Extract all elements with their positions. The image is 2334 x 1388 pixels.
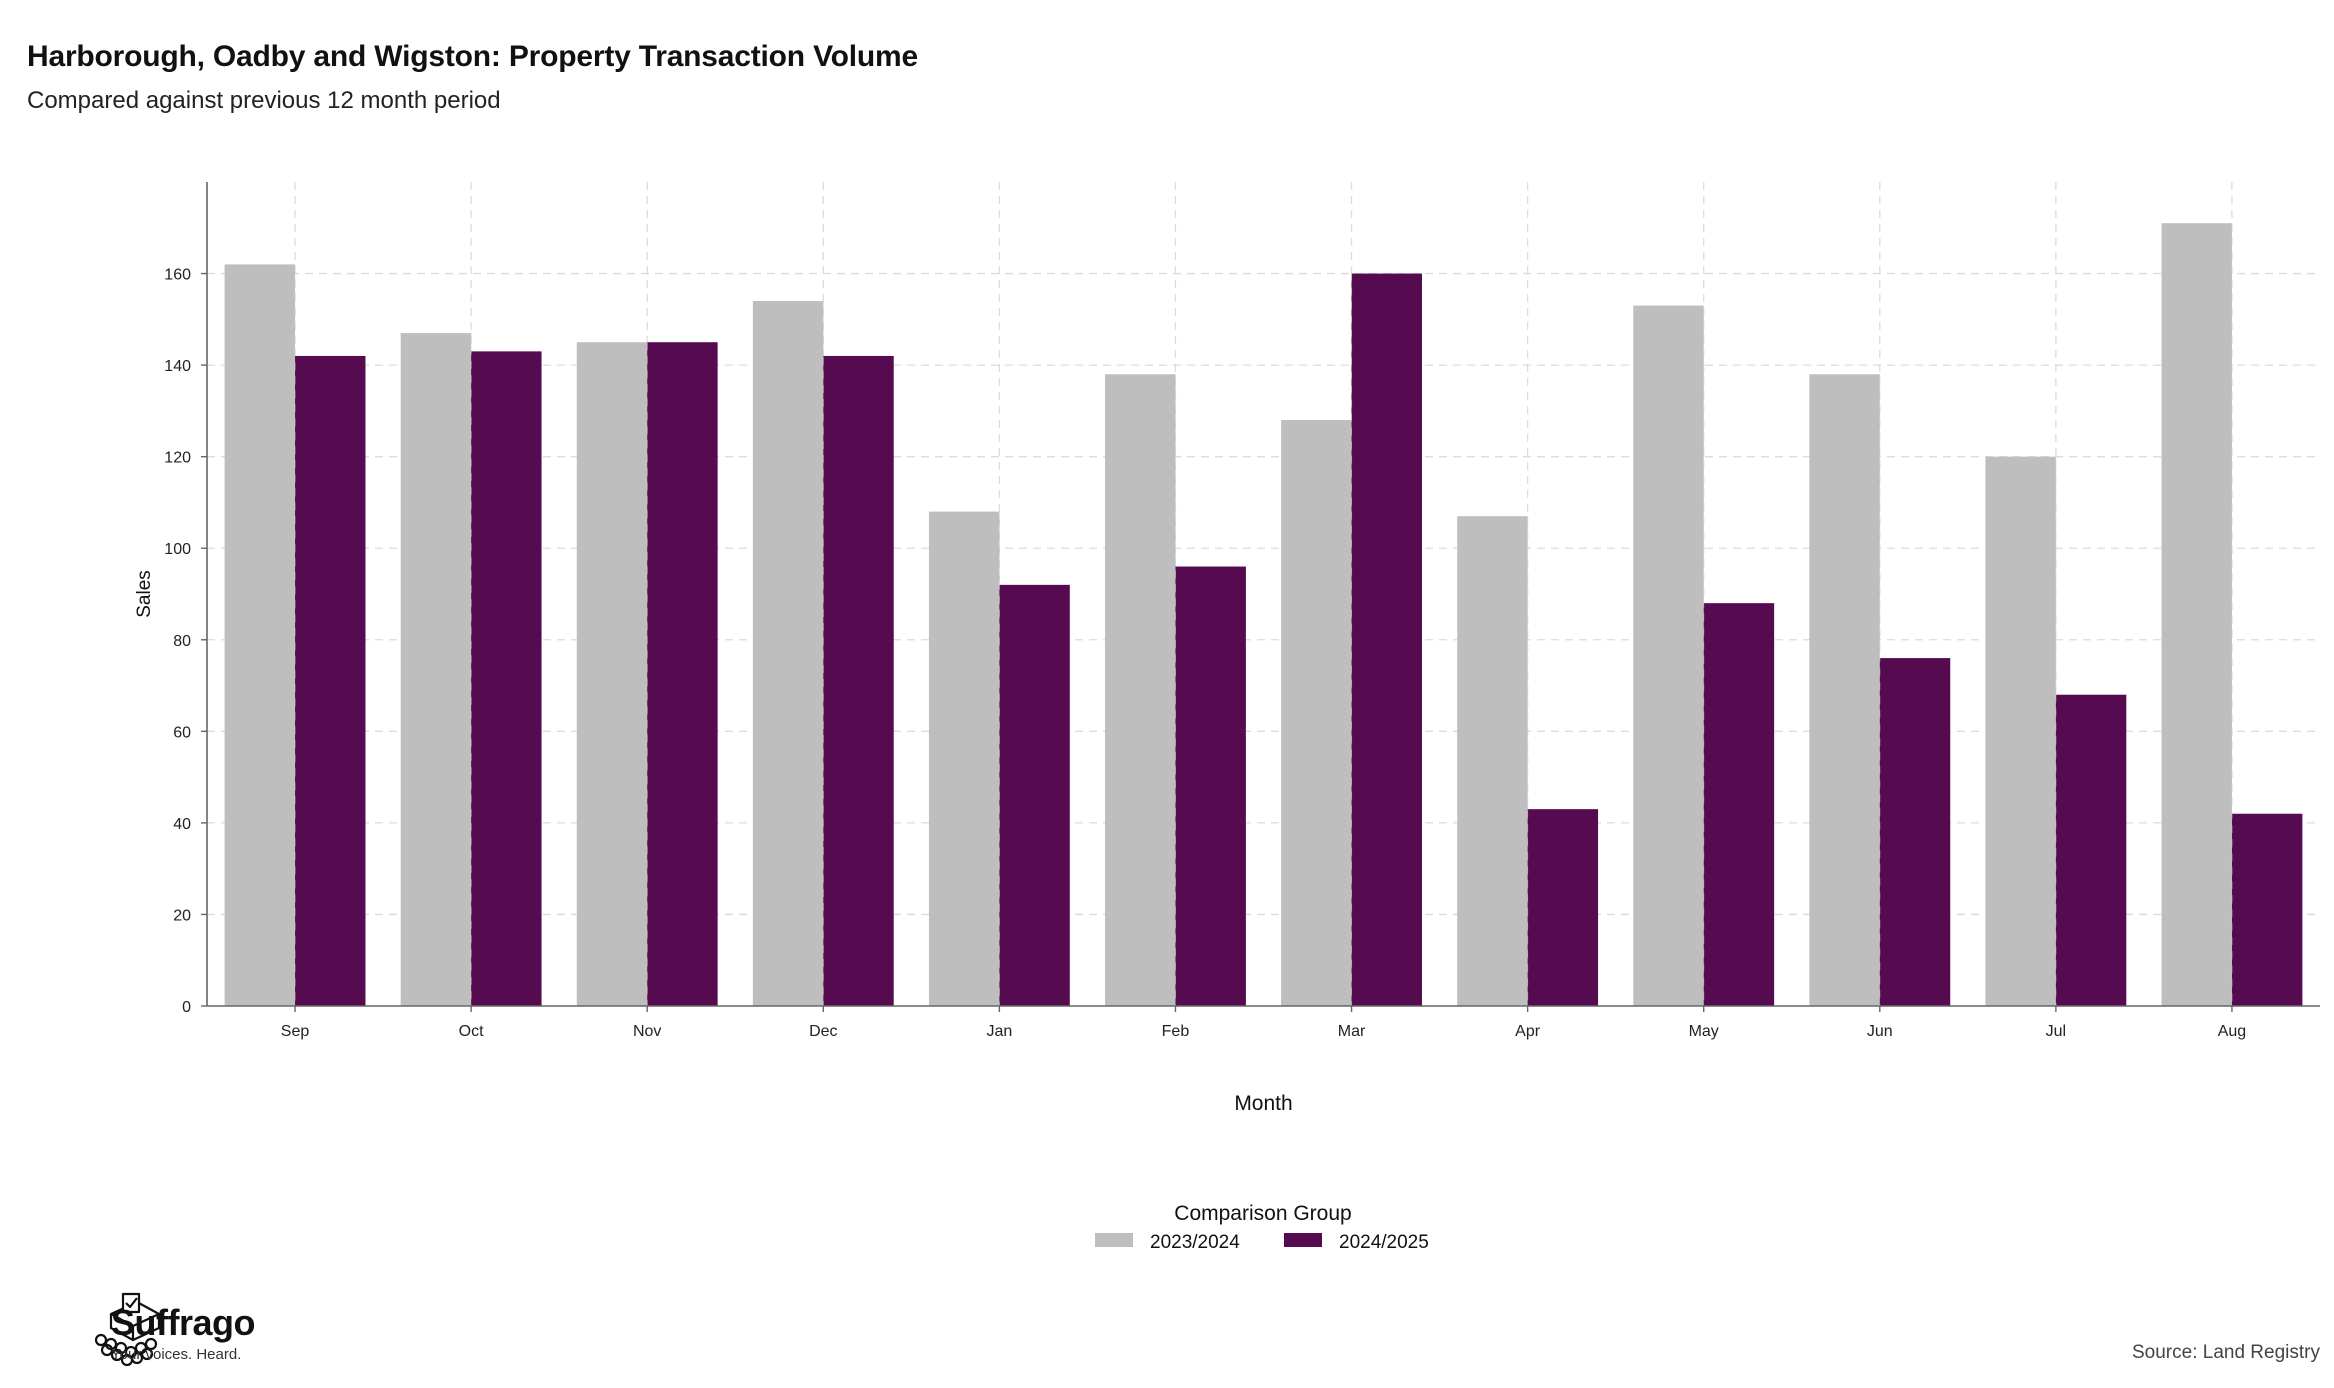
y-tick-label: 40 [173,816,191,833]
legend-title: Comparison Group [1174,1202,1351,1225]
bar-jun-2024-2025 [1879,658,1951,1006]
x-tick-label: Nov [633,1023,661,1040]
bar-may-2023-2024 [1633,305,1704,1007]
axis-labels: 0 20 40 60 80 100 120 140 160 Sep Oct Nov Dec Jan Feb M… [134,267,2246,1115]
y-tick-label: 60 [173,724,191,741]
chart-subtitle: Compared against previous 12 month perio… [27,87,501,114]
legend-label: 2024/2025 [1339,1232,1429,1253]
y-tick-label: 0 [182,999,191,1016]
legend-swatch [1095,1233,1133,1247]
bar-jan-2024-2025 [999,584,1070,1006]
bar-jul-2023-2024 [1985,456,2056,1007]
chart-title: Harborough, Oadby and Wigston: Property … [27,40,918,73]
bar-dec-2024-2025 [823,355,894,1006]
bar-dec-2023-2024 [752,301,824,1006]
bar-feb-2024-2025 [1175,566,1246,1006]
bar-oct-2024-2025 [471,351,542,1006]
axes [201,182,2320,1012]
bar-sep-2023-2024 [224,264,296,1006]
y-tick-label: 160 [164,267,191,284]
x-tick-label: Jul [2046,1023,2066,1040]
bar-nov-2023-2024 [576,342,648,1006]
y-tick-label: 100 [164,541,191,558]
bar-feb-2023-2024 [1105,374,1176,1006]
ballot-box-logo-icon [94,1292,161,1367]
bar-apr-2024-2025 [1527,809,1599,1006]
legend-label: 2023/2024 [1150,1232,1240,1253]
brand-name: Suffrago [111,1302,256,1343]
y-tick-label: 80 [173,633,191,650]
bars [224,223,2303,1007]
y-axis-title: Sales [134,570,155,618]
legend-swatch [1284,1233,1322,1247]
bar-jan-2023-2024 [928,511,1000,1006]
x-tick-label: Jan [986,1023,1012,1040]
x-tick-label: Jun [1867,1023,1893,1040]
bar-aug-2024-2025 [2231,813,2303,1006]
bar-jul-2024-2025 [2055,694,2127,1006]
x-tick-label: Apr [1515,1023,1541,1040]
bar-may-2024-2025 [1703,603,1775,1006]
bar-mar-2023-2024 [1281,420,1352,1006]
x-tick-label: Aug [2218,1023,2246,1040]
x-tick-label: Dec [809,1023,837,1040]
bar-sep-2024-2025 [295,355,366,1006]
legend: Comparison Group 2023/2024 2024/2025 [1095,1202,1429,1253]
y-tick-label: 140 [164,358,191,375]
bar-aug-2023-2024 [2161,223,2232,1006]
y-tick-label: 20 [173,907,191,924]
bar-jun-2023-2024 [1809,374,1880,1006]
y-tick-label: 120 [164,450,191,467]
bar-nov-2024-2025 [647,342,718,1006]
x-tick-label: Mar [1338,1023,1366,1040]
bar-mar-2024-2025 [1351,273,1422,1006]
x-tick-label: Feb [1162,1023,1190,1040]
x-tick-label: Oct [459,1023,484,1040]
x-tick-label: May [1689,1023,1719,1040]
x-tick-label: Sep [281,1023,310,1040]
source-note: Source: Land Registry [2132,1342,2320,1363]
bar-apr-2023-2024 [1457,516,1528,1006]
bar-oct-2023-2024 [400,333,472,1007]
brand-tagline: Your voices. Heard. [111,1346,242,1363]
x-axis-title: Month [1234,1092,1292,1115]
